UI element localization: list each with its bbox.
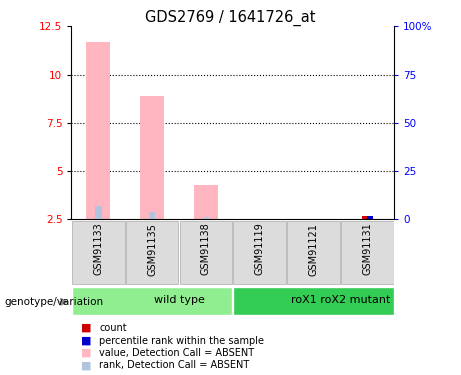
- Text: ■: ■: [81, 348, 91, 358]
- Text: wild type: wild type: [154, 295, 205, 305]
- Text: count: count: [99, 323, 127, 333]
- Text: roX1 roX2 mutant: roX1 roX2 mutant: [291, 295, 390, 305]
- Bar: [149, 211, 155, 219]
- Bar: [233, 220, 286, 284]
- Bar: [126, 220, 178, 284]
- Bar: [233, 286, 394, 315]
- Text: genotype/variation: genotype/variation: [5, 297, 104, 307]
- Text: GDS2769 / 1641726_at: GDS2769 / 1641726_at: [145, 9, 316, 26]
- Bar: [194, 184, 218, 219]
- Text: rank, Detection Call = ABSENT: rank, Detection Call = ABSENT: [99, 360, 249, 370]
- Text: ■: ■: [81, 360, 91, 370]
- Bar: [95, 206, 101, 219]
- Text: GSM91135: GSM91135: [147, 223, 157, 276]
- Bar: [72, 286, 232, 315]
- Bar: [86, 42, 111, 219]
- Text: ■: ■: [81, 336, 91, 345]
- Bar: [140, 96, 164, 219]
- Bar: [203, 217, 209, 219]
- Text: GSM91121: GSM91121: [308, 223, 319, 276]
- Text: ■: ■: [81, 323, 91, 333]
- Bar: [362, 216, 367, 219]
- Text: percentile rank within the sample: percentile rank within the sample: [99, 336, 264, 345]
- Text: value, Detection Call = ABSENT: value, Detection Call = ABSENT: [99, 348, 254, 358]
- Bar: [287, 220, 340, 284]
- Text: GSM91133: GSM91133: [93, 223, 103, 275]
- Text: GSM91119: GSM91119: [254, 223, 265, 275]
- Text: GSM91131: GSM91131: [362, 223, 372, 275]
- Bar: [341, 220, 394, 284]
- Bar: [367, 216, 372, 219]
- Bar: [179, 220, 232, 284]
- Bar: [72, 220, 124, 284]
- Text: GSM91138: GSM91138: [201, 223, 211, 275]
